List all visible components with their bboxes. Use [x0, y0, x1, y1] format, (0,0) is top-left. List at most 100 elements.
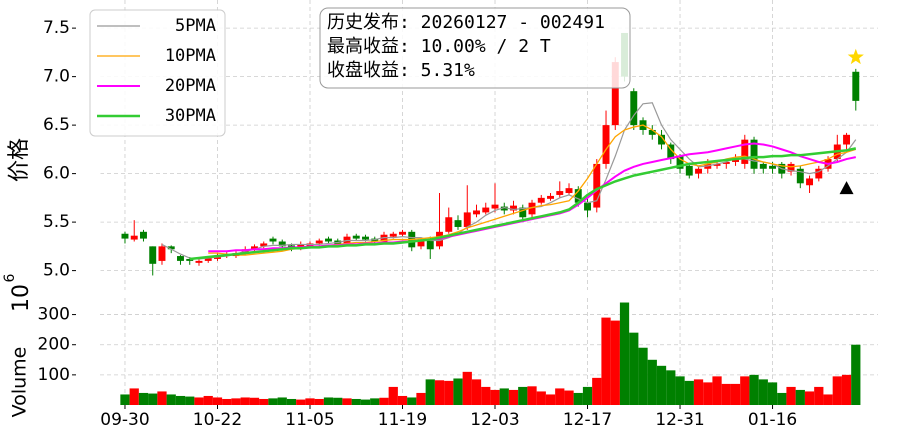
legend-label: 30PMA	[165, 106, 216, 126]
candle-body	[611, 62, 619, 126]
volume-bar	[157, 391, 167, 405]
volume-bar	[203, 395, 213, 405]
ma-line	[208, 142, 857, 253]
candle-body	[426, 239, 434, 250]
volume-bar	[323, 397, 334, 405]
ma-line	[189, 147, 857, 261]
candle-body	[186, 258, 194, 261]
volume-bar	[490, 389, 500, 405]
volume-bar	[647, 359, 657, 405]
candle-body	[278, 241, 286, 247]
volume-bar	[360, 399, 371, 405]
volume-bar	[638, 347, 648, 405]
candle-body	[685, 165, 693, 176]
x-tick-label: 12-17	[563, 410, 612, 430]
y-tick-label: 7.5	[43, 18, 70, 38]
volume-bar	[416, 392, 426, 405]
volume-bar	[823, 394, 833, 405]
volume-bar	[786, 386, 796, 405]
volume-offset-exp: 6	[2, 273, 18, 282]
volume-bar	[592, 377, 602, 405]
candle-body	[750, 139, 758, 169]
volume-bar	[481, 386, 491, 405]
volume-bar	[499, 388, 509, 405]
candle-body	[195, 260, 203, 263]
volume-tick-label: 100	[38, 365, 70, 385]
annotation-line: 最高收益: 10.00% / 2 T	[327, 36, 551, 57]
x-tick-label: 12-03	[470, 410, 519, 430]
candle-body	[463, 212, 471, 227]
candle-body	[815, 168, 823, 179]
candle-body	[806, 178, 814, 186]
annotation-line: 历史发布: 20260127 - 002491	[327, 12, 605, 33]
candle-body	[473, 210, 480, 215]
volume-bar	[693, 379, 704, 405]
volume-bar	[582, 386, 593, 405]
volume-bar	[777, 392, 787, 405]
candle-body	[389, 233, 397, 237]
volume-bar	[619, 302, 630, 405]
candle-body	[315, 240, 323, 244]
volume-bar	[721, 383, 731, 405]
volume-bar	[832, 376, 842, 405]
volume-tick-label: 200	[38, 335, 70, 355]
candle-body	[732, 159, 740, 162]
candle-body	[251, 246, 258, 250]
volume-bar	[286, 398, 297, 405]
volume-bar	[407, 397, 417, 405]
volume-bar	[666, 370, 676, 405]
candle-body	[399, 231, 406, 235]
candle-body	[741, 139, 749, 164]
candle-body	[454, 220, 462, 227]
candle-body	[260, 243, 268, 247]
volume-bar	[545, 394, 556, 405]
volume-bar	[296, 399, 306, 405]
volume-bar	[333, 397, 343, 405]
volume-bar	[684, 380, 694, 405]
candle-body	[204, 257, 212, 261]
volume-bar	[795, 389, 805, 405]
candle-body	[593, 163, 601, 208]
volume-bar	[175, 395, 186, 405]
candle-body	[713, 163, 721, 166]
candle-body	[500, 206, 508, 211]
volume-bar	[379, 397, 389, 405]
ma-line	[161, 102, 857, 260]
candle-body	[556, 191, 564, 195]
candle-body	[695, 168, 703, 174]
volume-bar	[212, 397, 223, 405]
candle-body	[130, 235, 138, 240]
candle-body	[149, 246, 157, 264]
candle-body	[158, 246, 166, 261]
y-tick-label: 5.5	[43, 212, 70, 232]
volume-bar	[573, 392, 583, 405]
volume-bar	[305, 398, 315, 405]
candle-body	[574, 189, 582, 203]
volume-bar	[804, 391, 815, 405]
x-tick-label: 12-31	[655, 410, 704, 430]
candle-body	[852, 71, 860, 101]
marker-star	[847, 48, 864, 65]
volume-tick-label: 300	[38, 305, 70, 325]
volume-bar	[518, 386, 528, 405]
volume-bar	[268, 398, 278, 405]
volume-bar	[462, 371, 472, 405]
volume-axis-label: Volume	[9, 347, 31, 418]
candle-body	[519, 207, 527, 218]
legend-label: 20PMA	[165, 76, 216, 96]
volume-bar	[342, 398, 352, 405]
candle-body	[630, 91, 638, 126]
candle-body	[510, 205, 517, 211]
marker-triangle	[839, 181, 854, 195]
volume-bar	[749, 374, 759, 405]
candle-body	[584, 202, 591, 211]
volume-bar	[166, 394, 176, 405]
y-axis-label: 价格	[7, 138, 32, 182]
volume-bar	[434, 380, 445, 405]
candle-body	[417, 241, 425, 247]
volume-bar	[629, 332, 639, 405]
volume-bar	[314, 398, 324, 405]
volume-bar	[536, 391, 546, 405]
candle-body	[140, 231, 147, 239]
